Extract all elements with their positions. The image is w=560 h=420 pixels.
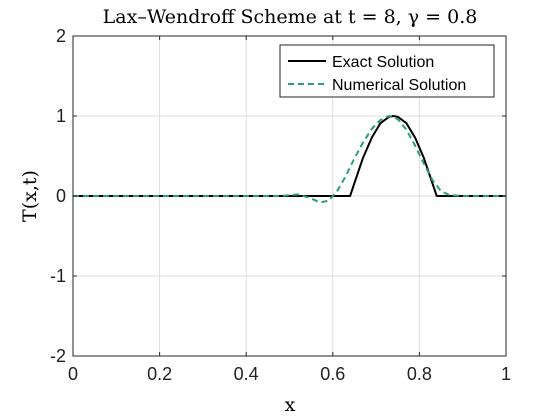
y-tick-label: 2	[56, 26, 66, 46]
legend-label-numerical: Numerical Solution	[332, 77, 466, 94]
x-axis-label: x	[285, 394, 296, 416]
x-tick-label: 0	[68, 364, 78, 384]
chart-title: Lax–Wendroff Scheme at t = 8, γ = 0.8	[103, 6, 478, 28]
x-tick-label: 1	[501, 364, 511, 384]
x-tick-label: 0.8	[407, 364, 432, 384]
series-layer	[73, 116, 506, 202]
x-tick-label: 0.2	[147, 364, 172, 384]
y-tick-label: -1	[50, 266, 66, 286]
y-axis-label: T(x,t)	[19, 170, 41, 222]
y-tick-label: -2	[50, 346, 66, 366]
series-line-exact	[73, 116, 506, 196]
y-tick-label: 1	[56, 106, 66, 126]
legend: Exact Solution Numerical Solution	[280, 45, 494, 97]
legend-label-exact: Exact Solution	[332, 54, 434, 71]
x-tick-label: 0.6	[320, 364, 345, 384]
x-tick-label: 0.4	[234, 364, 259, 384]
series-line-numerical	[73, 116, 506, 202]
y-tick-label: 0	[56, 186, 66, 206]
